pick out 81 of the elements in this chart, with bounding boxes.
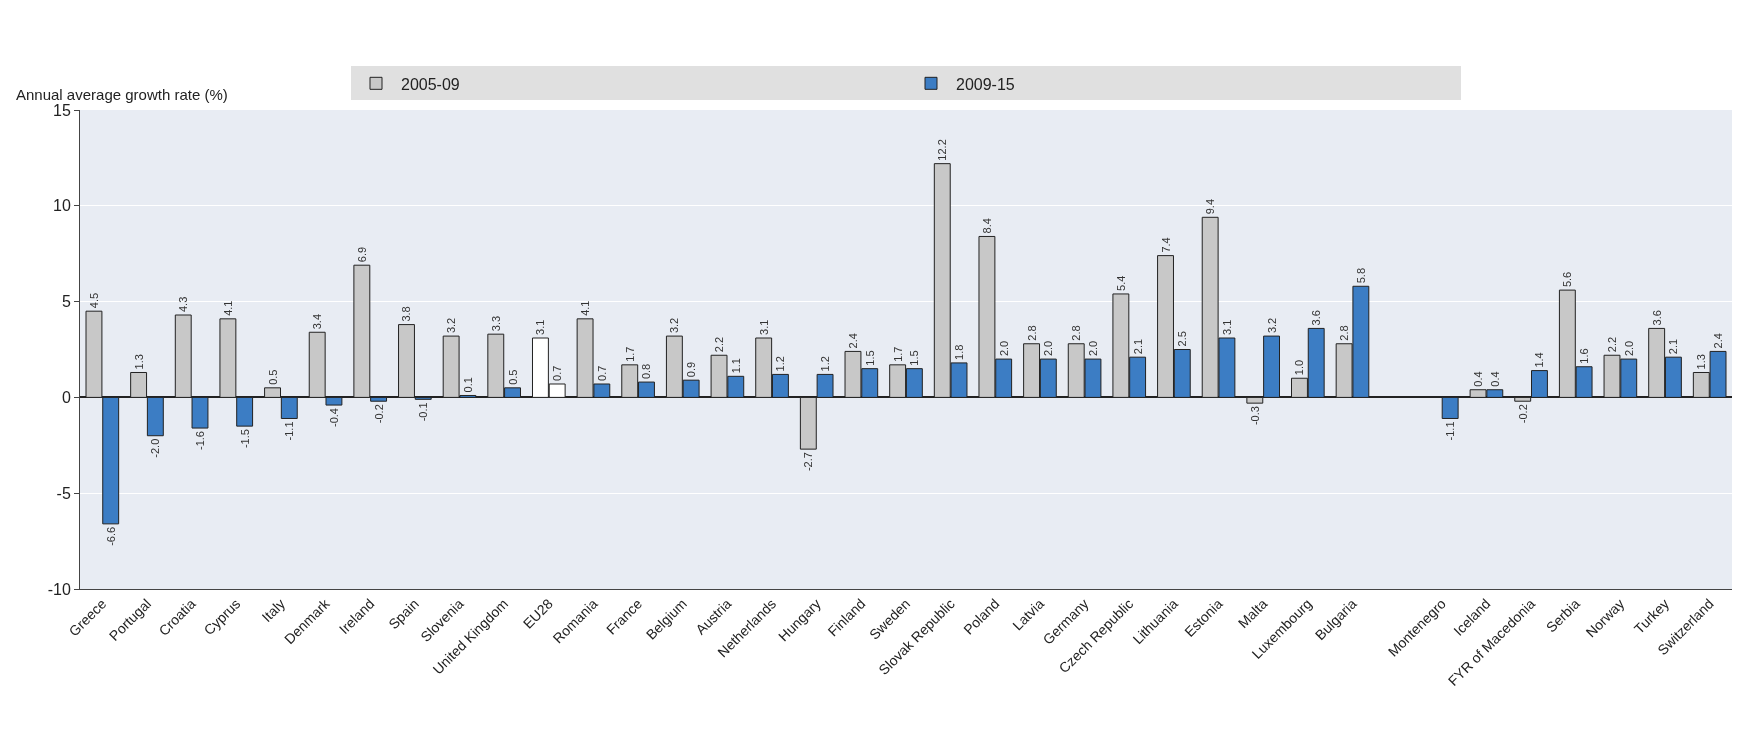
x-tick-label: Italy bbox=[258, 595, 288, 626]
data-label: 2.5 bbox=[1176, 331, 1189, 347]
data-label: -1.1 bbox=[1444, 421, 1457, 441]
data-label: 3.1 bbox=[757, 319, 770, 335]
data-label: 3.3 bbox=[489, 315, 502, 332]
data-label: 2.0 bbox=[1622, 340, 1635, 357]
data-label: 8.4 bbox=[980, 218, 993, 234]
data-label: -1.1 bbox=[283, 421, 296, 441]
data-label: 1.6 bbox=[1578, 348, 1591, 364]
data-label: 5.4 bbox=[1114, 275, 1127, 291]
data-label: 0.9 bbox=[685, 361, 698, 378]
legend-label: 2009-15 bbox=[956, 75, 1015, 93]
legend-label: 2005-09 bbox=[401, 75, 460, 93]
data-label: 1.2 bbox=[819, 356, 832, 372]
y-tick-label: -10 bbox=[47, 580, 71, 598]
data-label: 0.4 bbox=[1472, 371, 1485, 387]
data-label: 0.8 bbox=[640, 363, 653, 380]
data-label: 1.7 bbox=[623, 346, 636, 362]
data-label: 2.0 bbox=[997, 340, 1010, 357]
data-label: 1.3 bbox=[132, 354, 145, 370]
y-tick-label: 15 bbox=[53, 101, 71, 119]
data-label: -1.6 bbox=[193, 431, 206, 451]
data-label: -1.5 bbox=[238, 429, 251, 449]
data-label: 4.5 bbox=[87, 292, 100, 309]
data-label: 3.6 bbox=[1650, 310, 1663, 326]
data-label: 2.2 bbox=[1606, 336, 1619, 353]
data-label: 0.4 bbox=[1488, 371, 1501, 387]
data-label: 1.5 bbox=[863, 350, 876, 366]
data-label: 4.3 bbox=[177, 296, 190, 313]
data-label: -0.2 bbox=[1516, 404, 1529, 424]
data-label: 3.8 bbox=[400, 306, 413, 322]
data-label: 0.1 bbox=[461, 377, 474, 393]
data-label: 1.7 bbox=[891, 346, 904, 362]
y-axis-title: Annual average growth rate (%) bbox=[16, 86, 228, 103]
data-label: 1.5 bbox=[908, 350, 921, 366]
data-label: 3.6 bbox=[1310, 310, 1323, 326]
data-label: 3.2 bbox=[668, 317, 681, 334]
data-label: 1.3 bbox=[1695, 354, 1708, 370]
data-label: 2.8 bbox=[1025, 325, 1038, 341]
data-label: 2.4 bbox=[1712, 333, 1725, 349]
data-label: 0.5 bbox=[506, 369, 519, 385]
data-label: 6.9 bbox=[355, 246, 368, 263]
data-label: 12.2 bbox=[936, 139, 949, 161]
data-label: 0.7 bbox=[595, 365, 608, 381]
data-label: 4.1 bbox=[221, 300, 234, 316]
data-label: 1.2 bbox=[774, 356, 787, 372]
y-tick-label: -5 bbox=[56, 484, 71, 502]
data-label: -2.7 bbox=[802, 452, 815, 472]
data-label: -0.1 bbox=[417, 402, 430, 422]
data-label: 1.1 bbox=[729, 358, 742, 374]
data-label: 7.4 bbox=[1159, 237, 1172, 253]
data-label: 3.2 bbox=[1265, 317, 1278, 334]
data-label: 2.4 bbox=[846, 333, 859, 349]
data-label: 2.8 bbox=[1338, 325, 1351, 341]
data-label: -2.0 bbox=[149, 438, 162, 458]
data-label: -0.4 bbox=[327, 408, 340, 428]
data-label: -0.3 bbox=[1248, 406, 1261, 426]
data-label: 9.4 bbox=[1204, 199, 1217, 215]
y-tick-label: 5 bbox=[61, 293, 71, 311]
data-label: 2.0 bbox=[1086, 340, 1099, 357]
data-label: 1.8 bbox=[953, 344, 966, 360]
data-label: 4.1 bbox=[579, 300, 592, 316]
data-label: 2.8 bbox=[1070, 325, 1083, 341]
data-label: 3.1 bbox=[1220, 319, 1233, 335]
data-label: 3.4 bbox=[311, 313, 324, 330]
y-tick-label: 10 bbox=[53, 197, 71, 215]
data-label: -0.2 bbox=[372, 404, 385, 424]
data-label: 5.8 bbox=[1354, 267, 1367, 284]
data-label: 2.1 bbox=[1667, 338, 1680, 355]
data-label: 0.5 bbox=[266, 369, 279, 385]
y-tick-label: 0 bbox=[61, 389, 71, 406]
data-label: 2.0 bbox=[1042, 340, 1055, 357]
data-label: 1.0 bbox=[1293, 359, 1306, 376]
data-label: 2.1 bbox=[1131, 338, 1144, 355]
data-label: 3.1 bbox=[534, 319, 547, 335]
data-label: -6.6 bbox=[104, 526, 117, 546]
data-label: 0.7 bbox=[551, 365, 564, 381]
data-label: 5.6 bbox=[1561, 271, 1574, 288]
data-label: 1.4 bbox=[1533, 352, 1546, 368]
data-label: 3.2 bbox=[445, 317, 458, 334]
data-label: 2.2 bbox=[713, 336, 726, 353]
